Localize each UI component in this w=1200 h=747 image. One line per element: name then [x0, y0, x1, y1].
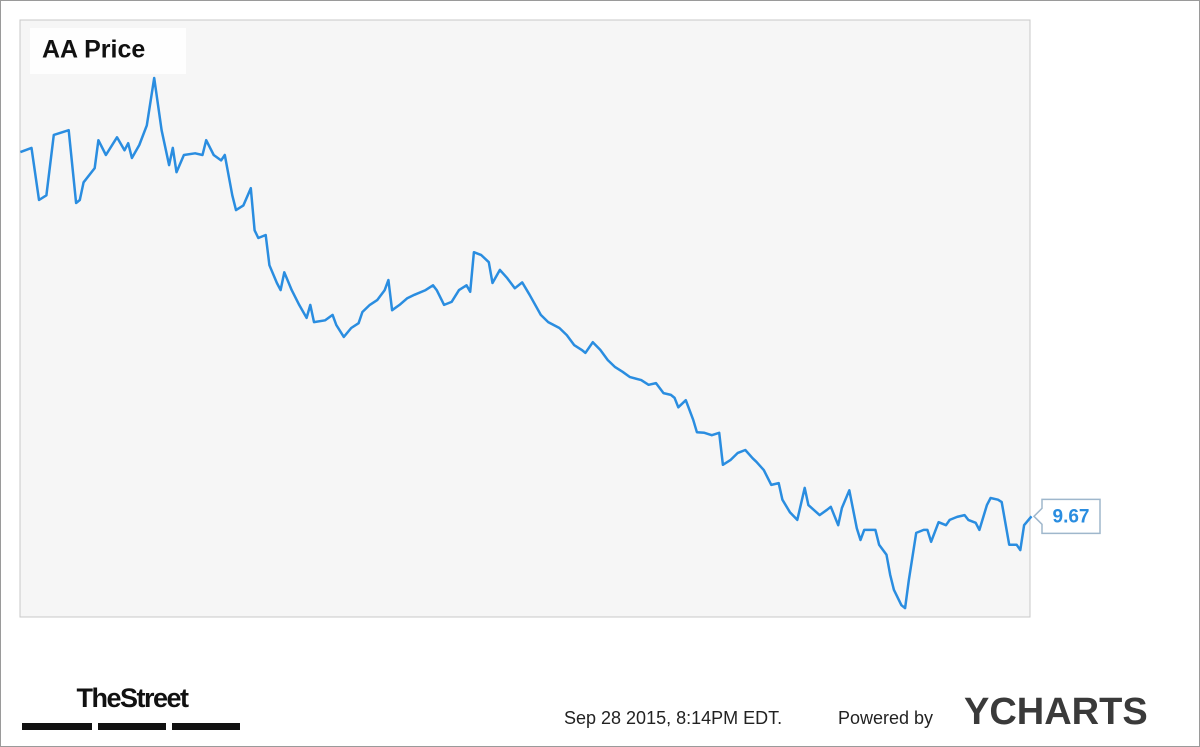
last-value-label: 9.67 — [1053, 506, 1090, 527]
logo-bar — [172, 723, 240, 730]
chart-title: AA Price — [42, 36, 145, 64]
axes: 9.67 — [1032, 498, 1101, 535]
logo-bar — [98, 723, 166, 730]
plot-area — [19, 19, 1031, 618]
publisher-logo: TheStreet — [76, 683, 189, 713]
timestamp: Sep 28 2015, 8:14PM EDT. — [564, 708, 782, 728]
price-line — [19, 76, 1033, 610]
powered-by: Powered by — [838, 708, 933, 728]
title-box — [30, 28, 186, 74]
last-value-box — [1032, 498, 1101, 535]
plot — [19, 76, 1033, 610]
brand-logo: YCHARTS — [964, 691, 1148, 733]
logo-bar — [22, 723, 92, 730]
